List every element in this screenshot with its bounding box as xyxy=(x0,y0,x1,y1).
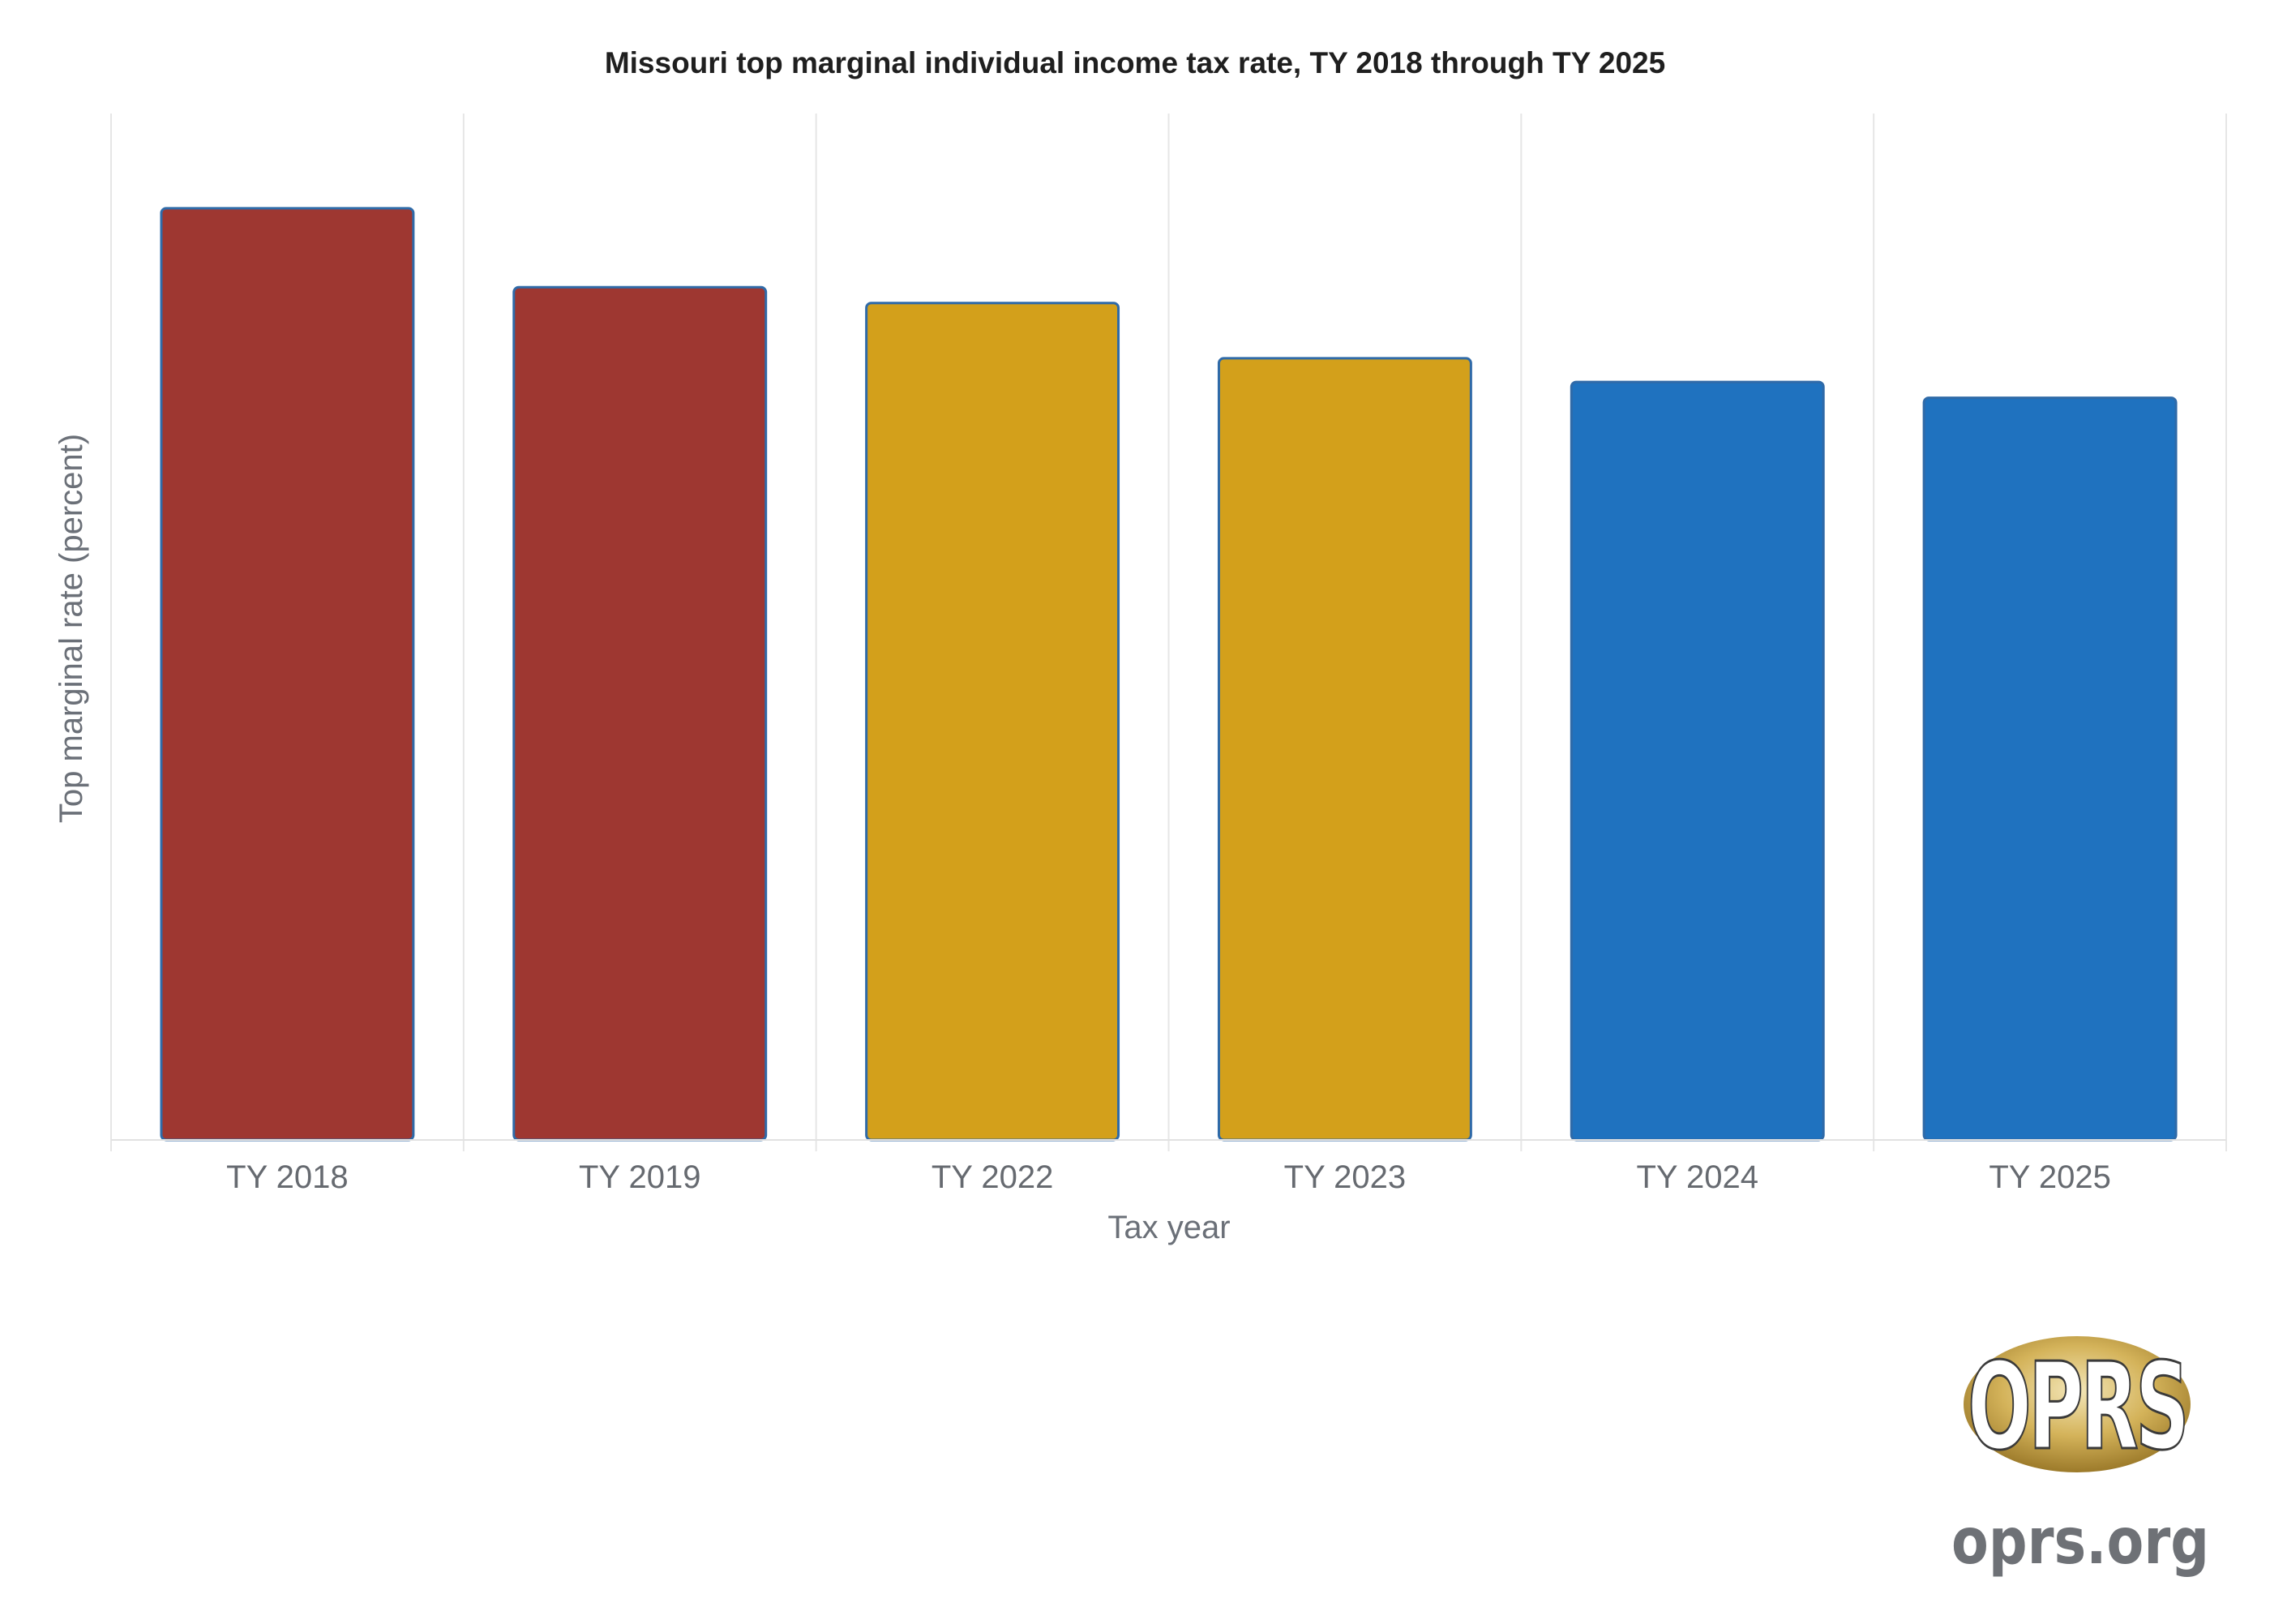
x-tick-label: TY 2022 xyxy=(932,1159,1054,1195)
logo-url: oprs.org xyxy=(1951,1506,2209,1579)
x-tick-label: TY 2019 xyxy=(579,1159,701,1195)
x-tick-label: TY 2025 xyxy=(1989,1159,2111,1195)
x-tick-label: TY 2023 xyxy=(1284,1159,1407,1195)
x-axis-title: Tax year xyxy=(1107,1210,1230,1245)
chart-title: Missouri top marginal individual income … xyxy=(605,46,1665,79)
bar-ty-2024 xyxy=(1570,380,1825,1142)
x-tick-label: TY 2024 xyxy=(1637,1159,1759,1195)
bars xyxy=(160,207,2178,1142)
bar-ty-2022 xyxy=(865,302,1120,1142)
grid-lines xyxy=(110,114,2227,1151)
logo-badge-text: OPRS xyxy=(1968,1337,2186,1476)
oprs-logo: OPRS oprs.org xyxy=(1951,1336,2209,1579)
bar-ty-2018 xyxy=(160,207,415,1142)
logo-badge xyxy=(1964,1336,2191,1472)
bar-ty-2019 xyxy=(512,285,768,1142)
bar-ty-2025 xyxy=(1922,396,2178,1142)
y-axis-title: Top marginal rate (percent) xyxy=(54,434,89,823)
bar-ty-2023 xyxy=(1217,357,1472,1142)
x-axis: TY 2018 TY 2019 TY 2022 TY 2023 TY 2024 TY 20… xyxy=(111,1139,2226,1195)
x-tick-label: TY 2018 xyxy=(226,1159,349,1195)
